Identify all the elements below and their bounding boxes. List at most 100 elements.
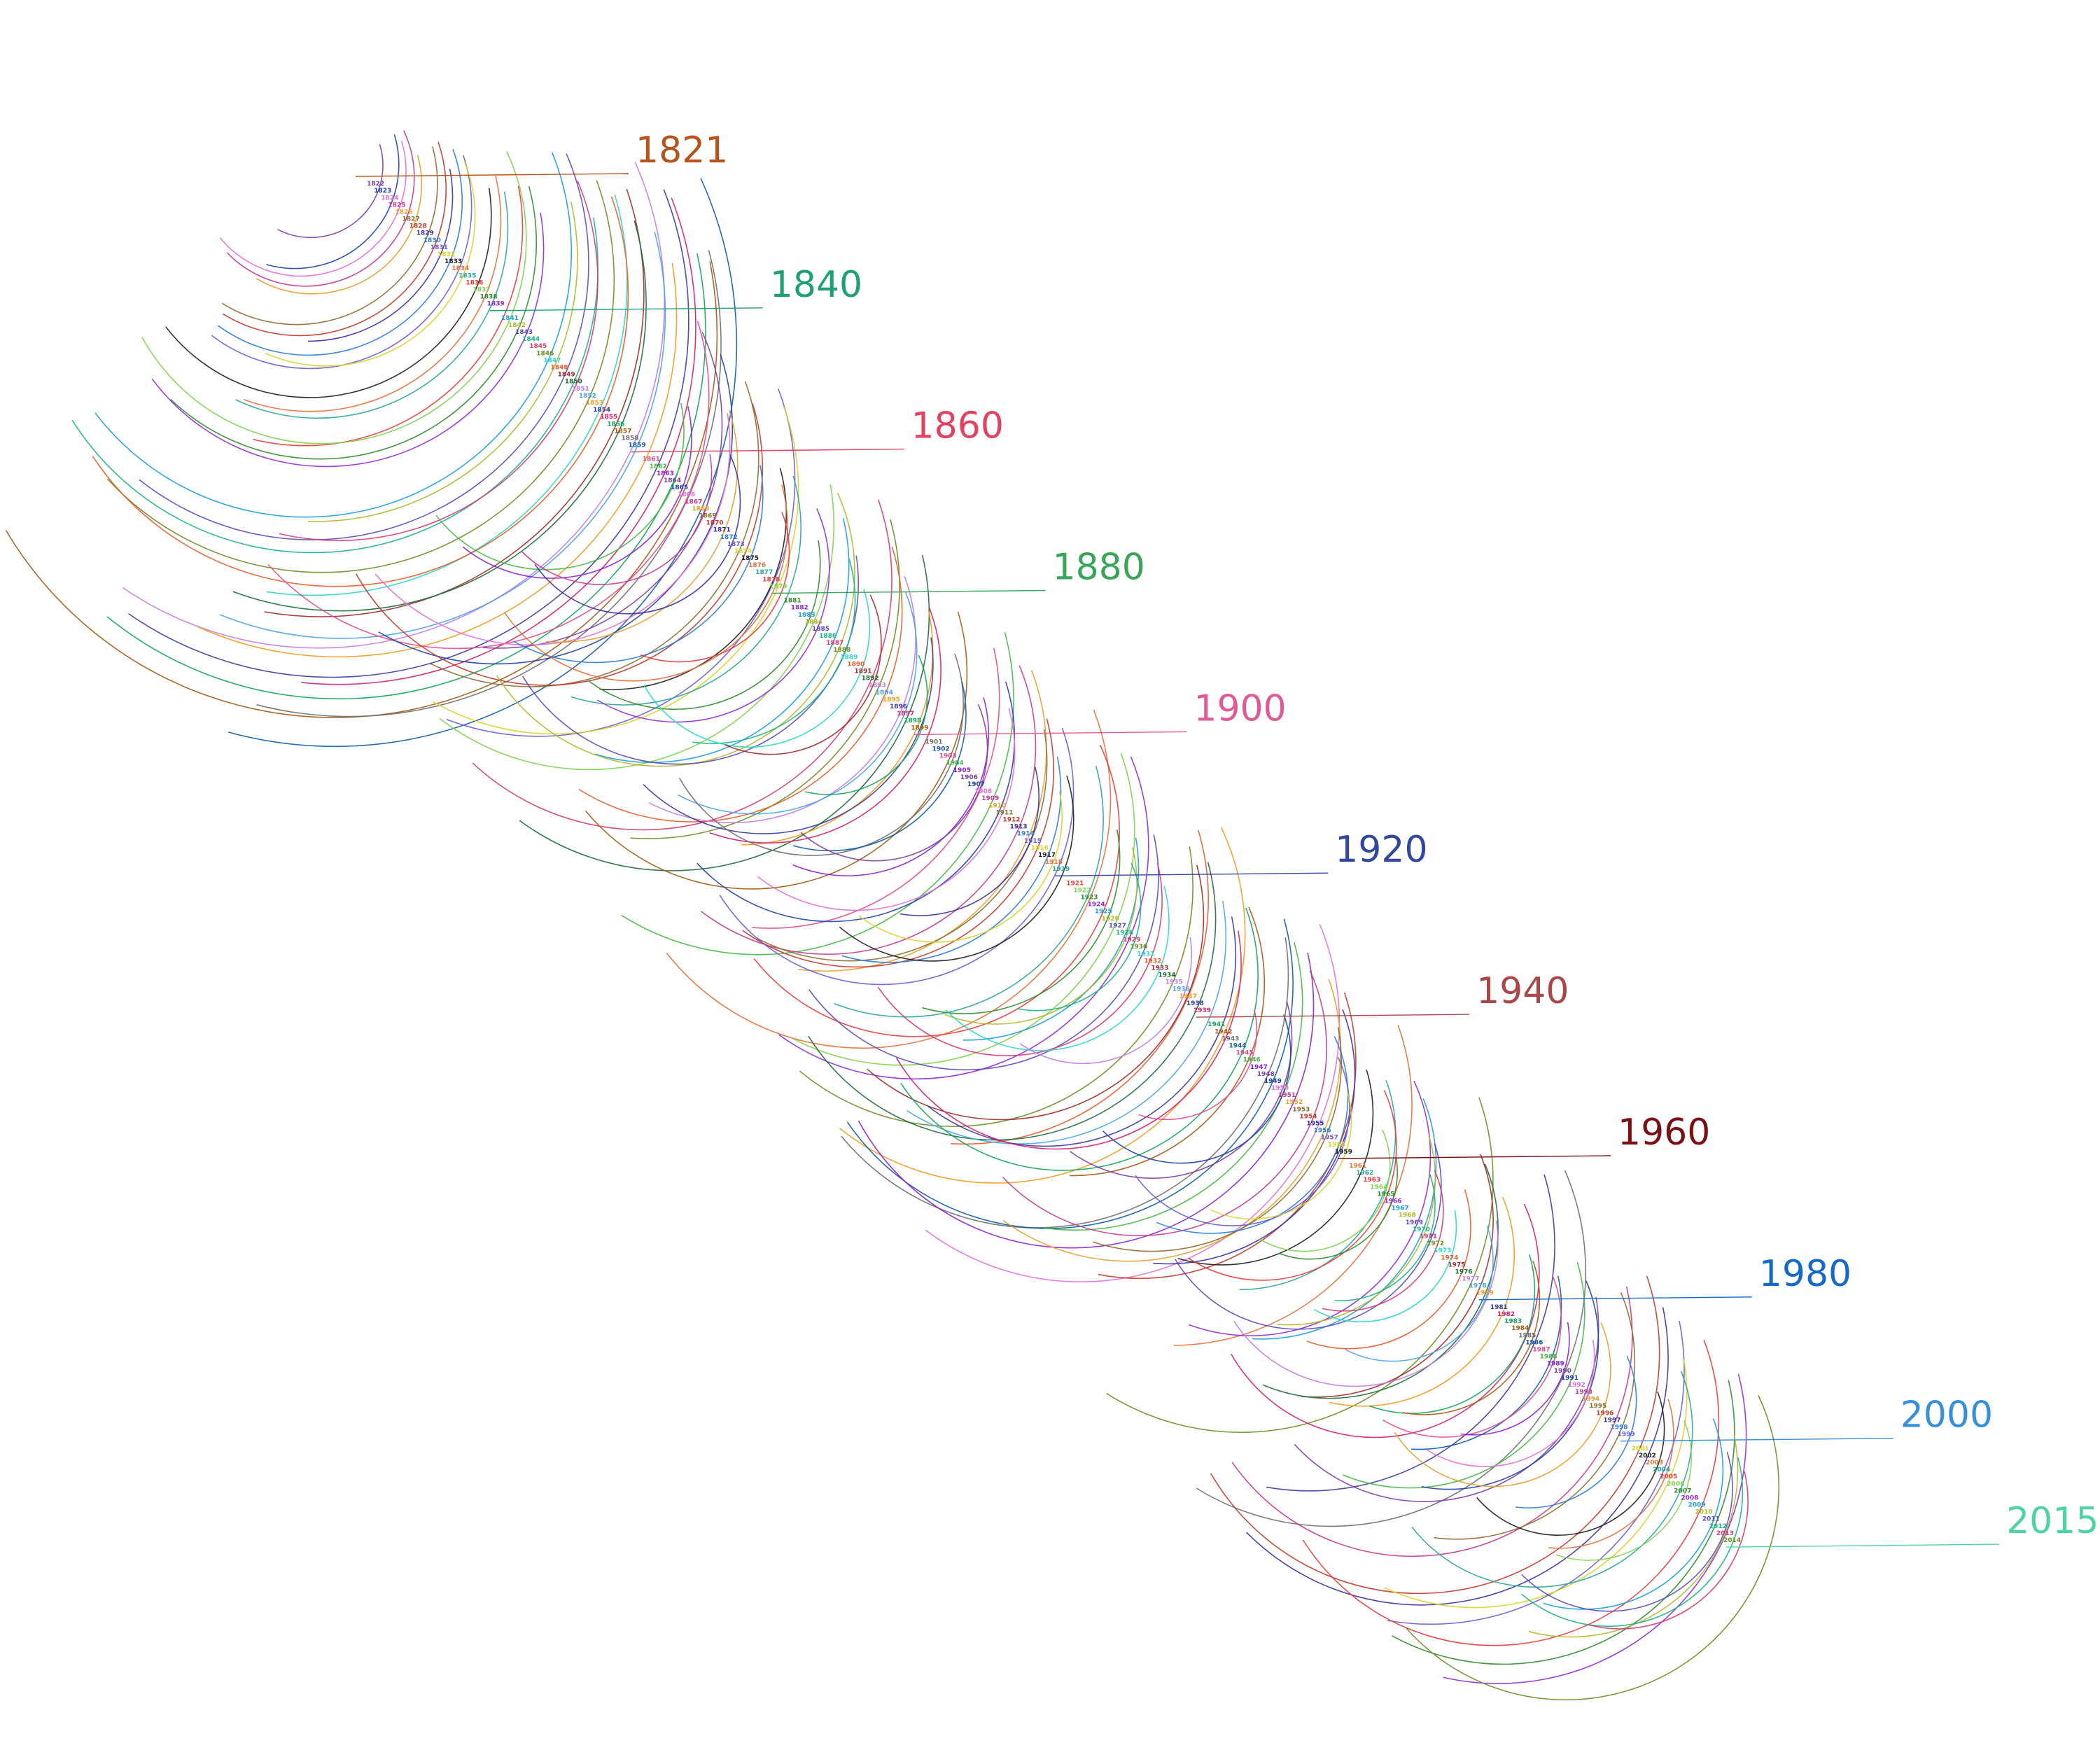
year-label-1869: 1869 bbox=[699, 513, 717, 520]
year-arc-1911 bbox=[756, 729, 1048, 962]
year-label-1890: 1890 bbox=[847, 661, 864, 668]
decade-leader-lines bbox=[355, 173, 2000, 1548]
year-label-1967: 1967 bbox=[1392, 1205, 1409, 1212]
year-label-2010: 2010 bbox=[1695, 1509, 1713, 1516]
year-label-1822: 1822 bbox=[367, 181, 384, 188]
year-label-1841: 1841 bbox=[501, 315, 519, 322]
year-arc-1859 bbox=[227, 178, 738, 748]
year-arc-1846 bbox=[107, 180, 615, 573]
year-arc-1937 bbox=[839, 827, 1246, 1184]
year-label-1928: 1928 bbox=[1116, 930, 1133, 937]
year-arc-1843 bbox=[139, 153, 589, 540]
year-label-1902: 1902 bbox=[932, 746, 950, 753]
leader-line-2015 bbox=[1726, 1544, 2000, 1548]
year-arc-2012 bbox=[1521, 1457, 1744, 1628]
year-arc-1864 bbox=[483, 332, 723, 649]
year-label-1943: 1943 bbox=[1222, 1035, 1239, 1042]
year-label-1951: 1951 bbox=[1278, 1092, 1296, 1099]
year-label-1823: 1823 bbox=[374, 188, 391, 195]
year-label-1974: 1974 bbox=[1441, 1254, 1458, 1261]
year-label-1989: 1989 bbox=[1547, 1361, 1564, 1368]
year-arc-1892 bbox=[519, 554, 930, 872]
year-label-1969: 1969 bbox=[1406, 1219, 1423, 1226]
year-label-2008: 2008 bbox=[1681, 1494, 1698, 1502]
year-label-1914: 1914 bbox=[1017, 831, 1035, 838]
year-label-1982: 1982 bbox=[1497, 1311, 1515, 1318]
year-arc-1824 bbox=[219, 141, 407, 277]
year-arc-1839 bbox=[151, 212, 545, 468]
year-label-1826: 1826 bbox=[396, 209, 413, 216]
year-label-1849: 1849 bbox=[558, 372, 575, 379]
year-label-2001: 2001 bbox=[1632, 1446, 1649, 1452]
year-arc-1968 bbox=[1277, 1136, 1436, 1326]
year-label-1976: 1976 bbox=[1455, 1269, 1473, 1276]
year-arc-1976 bbox=[1262, 1163, 1499, 1399]
year-label-1884: 1884 bbox=[805, 619, 822, 626]
year-label-1973: 1973 bbox=[1434, 1247, 1451, 1254]
year-label-1835: 1835 bbox=[458, 272, 476, 279]
year-label-1971: 1971 bbox=[1420, 1233, 1437, 1240]
year-label-1856: 1856 bbox=[607, 421, 624, 428]
leader-line-1940 bbox=[1196, 1014, 1470, 1018]
year-arc-1861 bbox=[267, 321, 710, 650]
year-arc-1944 bbox=[846, 918, 1294, 1229]
year-label-1863: 1863 bbox=[657, 470, 674, 477]
year-label-1886: 1886 bbox=[819, 633, 836, 640]
year-arc-1915 bbox=[719, 727, 1074, 986]
year-arc-2013 bbox=[1588, 1471, 1749, 1630]
year-arc-1954 bbox=[1098, 992, 1357, 1280]
year-arc-1833 bbox=[165, 188, 492, 398]
year-label-1874: 1874 bbox=[734, 548, 752, 555]
decade-label-1880: 1880 bbox=[1053, 547, 1145, 589]
year-arcs bbox=[5, 130, 1779, 1701]
year-arc-1990 bbox=[1294, 1296, 1600, 1502]
year-label-1871: 1871 bbox=[713, 527, 731, 534]
leader-line-1980 bbox=[1478, 1296, 1752, 1301]
year-label-1829: 1829 bbox=[416, 230, 434, 237]
year-label-1870: 1870 bbox=[706, 520, 724, 527]
year-label-1981: 1981 bbox=[1490, 1304, 1508, 1311]
year-label-1933: 1933 bbox=[1151, 965, 1168, 972]
year-label-1895: 1895 bbox=[883, 696, 900, 704]
year-label-1908: 1908 bbox=[974, 788, 992, 795]
year-label-1824: 1824 bbox=[381, 195, 398, 202]
year-label-1865: 1865 bbox=[671, 484, 688, 491]
year-label-1827: 1827 bbox=[402, 216, 420, 223]
year-label-1931: 1931 bbox=[1137, 951, 1154, 958]
year-arc-1838 bbox=[170, 186, 537, 460]
year-label-1962: 1962 bbox=[1356, 1170, 1373, 1177]
year-arc-1837 bbox=[141, 151, 527, 444]
year-arc-1993 bbox=[1231, 1286, 1633, 1557]
year-label-1937: 1937 bbox=[1180, 993, 1197, 1000]
year-label-1833: 1833 bbox=[444, 258, 462, 265]
year-label-1887: 1887 bbox=[826, 640, 844, 647]
year-arc-1989 bbox=[1460, 1322, 1570, 1436]
year-arc-1854 bbox=[128, 189, 690, 678]
leader-line-1960 bbox=[1337, 1155, 1611, 1159]
year-arc-1873 bbox=[446, 388, 796, 737]
year-arc-1964 bbox=[1258, 1129, 1391, 1252]
year-label-1838: 1838 bbox=[480, 294, 498, 301]
year-label-1846: 1846 bbox=[536, 350, 554, 357]
decade-label-2015: 2015 bbox=[2006, 1500, 2099, 1542]
year-label-1987: 1987 bbox=[1533, 1347, 1550, 1354]
year-label-1927: 1927 bbox=[1109, 923, 1126, 930]
year-arc-1878 bbox=[640, 512, 790, 663]
year-arc-1882 bbox=[596, 508, 830, 723]
year-label-2004: 2004 bbox=[1653, 1466, 1670, 1474]
year-arc-1836 bbox=[253, 186, 524, 447]
year-label-1878: 1878 bbox=[762, 576, 780, 583]
year-arc-1927 bbox=[808, 834, 1159, 1071]
year-label-1901: 1901 bbox=[925, 739, 943, 746]
year-label-1847: 1847 bbox=[543, 357, 561, 364]
year-arc-1991 bbox=[1421, 1280, 1600, 1490]
year-label-1995: 1995 bbox=[1589, 1403, 1606, 1410]
year-arc-1918 bbox=[666, 709, 1112, 1049]
year-label-1891: 1891 bbox=[855, 668, 872, 676]
year-label-1998: 1998 bbox=[1611, 1424, 1628, 1432]
year-arc-1926 bbox=[944, 847, 1138, 1025]
year-arc-1958 bbox=[1210, 1091, 1352, 1220]
year-label-1930: 1930 bbox=[1130, 944, 1147, 951]
year-arc-2011 bbox=[1521, 1451, 1733, 1612]
year-arc-1823 bbox=[266, 134, 400, 270]
